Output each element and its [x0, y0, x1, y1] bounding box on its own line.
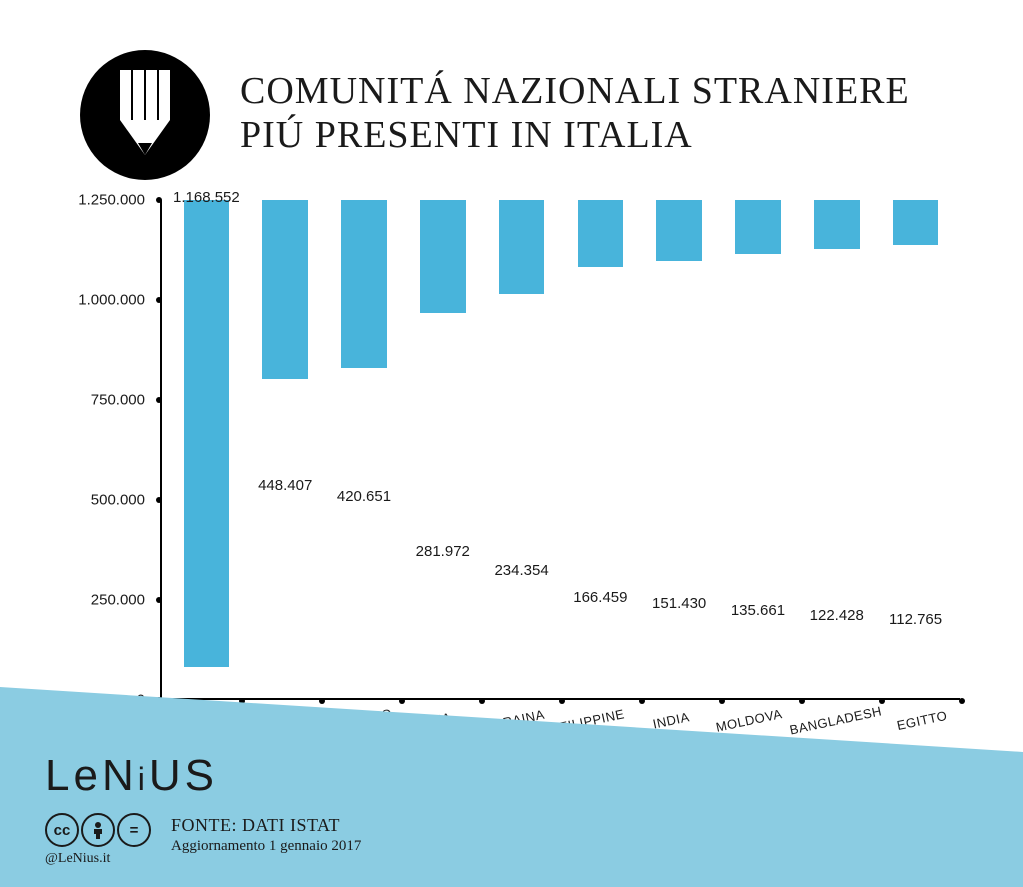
source-label: FONTE: DATI ISTAT: [171, 815, 361, 836]
y-tick-mark: [156, 297, 162, 303]
bar-chart: 0250.000500.000750.0001.000.0001.250.000…: [80, 200, 960, 720]
y-tick-mark: [156, 397, 162, 403]
bar: [499, 200, 545, 294]
bar-value-label: 151.430: [652, 595, 706, 616]
bar: [735, 200, 781, 254]
bar-value-label: 1.168.552: [173, 189, 240, 210]
title-block: COMUNITÁ NAZIONALI STRANIERE PIÚ PRESENT…: [240, 50, 910, 157]
header: COMUNITÁ NAZIONALI STRANIERE PIÚ PRESENT…: [0, 0, 1023, 180]
footer-content: LeNiUS cc = @LeNius.it FONTE: DATI ISTAT…: [45, 751, 361, 867]
y-tick-mark: [156, 597, 162, 603]
bar-wrap: 151.430: [640, 200, 719, 698]
title-line-1: COMUNITÁ NAZIONALI STRANIERE: [240, 70, 910, 114]
pencil-icon: [110, 70, 180, 160]
bar-value-label: 234.354: [494, 562, 548, 583]
bar-value-label: 281.972: [416, 543, 470, 564]
cc-icons: cc =: [45, 813, 151, 847]
plot-area: 1.168.552 448.407 420.651 281.972 234.354 166…: [160, 200, 960, 700]
cc-icon: cc: [45, 813, 79, 847]
infographic-container: COMUNITÁ NAZIONALI STRANIERE PIÚ PRESENT…: [0, 0, 1023, 887]
y-tick-label: 1.000.000: [78, 292, 145, 309]
bar-wrap: 281.972: [403, 200, 482, 698]
bar-wrap: 166.459: [561, 200, 640, 698]
bar-value-label: 122.428: [810, 607, 864, 628]
bar-wrap: 1.168.552: [167, 200, 246, 698]
bar-wrap: 234.354: [482, 200, 561, 698]
bar: [262, 200, 308, 379]
y-tick-label: 750.000: [91, 392, 145, 409]
attribution-row: cc = @LeNius.it FONTE: DATI ISTAT Aggior…: [45, 813, 361, 867]
bar: [420, 200, 466, 313]
y-tick-label: 1.250.000: [78, 192, 145, 209]
y-tick-label: 500.000: [91, 492, 145, 509]
bar-wrap: 122.428: [797, 200, 876, 698]
y-tick-label: 250.000: [91, 592, 145, 609]
bar-wrap: 135.661: [719, 200, 798, 698]
nd-icon: =: [117, 813, 151, 847]
bar-value-label: 420.651: [337, 488, 391, 509]
bar: [341, 200, 387, 368]
pencil-logo-circle: [80, 50, 210, 180]
bar-value-label: 448.407: [258, 477, 312, 498]
by-icon: [81, 813, 115, 847]
bar: [578, 200, 624, 267]
bar-wrap: 448.407: [246, 200, 325, 698]
lenius-logo: LeNiUS: [45, 751, 361, 801]
source-block: FONTE: DATI ISTAT Aggiornamento 1 gennai…: [171, 813, 361, 855]
cc-block: cc = @LeNius.it: [45, 813, 151, 867]
handle: @LeNius.it: [45, 851, 151, 867]
bar-value-label: 135.661: [731, 602, 785, 623]
y-axis-labels: 0250.000500.000750.0001.000.0001.250.000: [75, 200, 155, 720]
bar: [893, 200, 939, 245]
bar: [184, 200, 230, 667]
bar-value-label: 112.765: [889, 611, 942, 632]
bar-wrap: 420.651: [325, 200, 404, 698]
bars-container: 1.168.552 448.407 420.651 281.972 234.354 166…: [162, 200, 960, 698]
bar-wrap: 112.765: [876, 200, 955, 698]
update-label: Aggiornamento 1 gennaio 2017: [171, 838, 361, 855]
bar: [656, 200, 702, 261]
title-line-2: PIÚ PRESENTI IN ITALIA: [240, 114, 910, 158]
y-tick-mark: [156, 497, 162, 503]
bar-value-label: 166.459: [573, 589, 627, 610]
bar: [814, 200, 860, 249]
y-tick-mark: [156, 197, 162, 203]
